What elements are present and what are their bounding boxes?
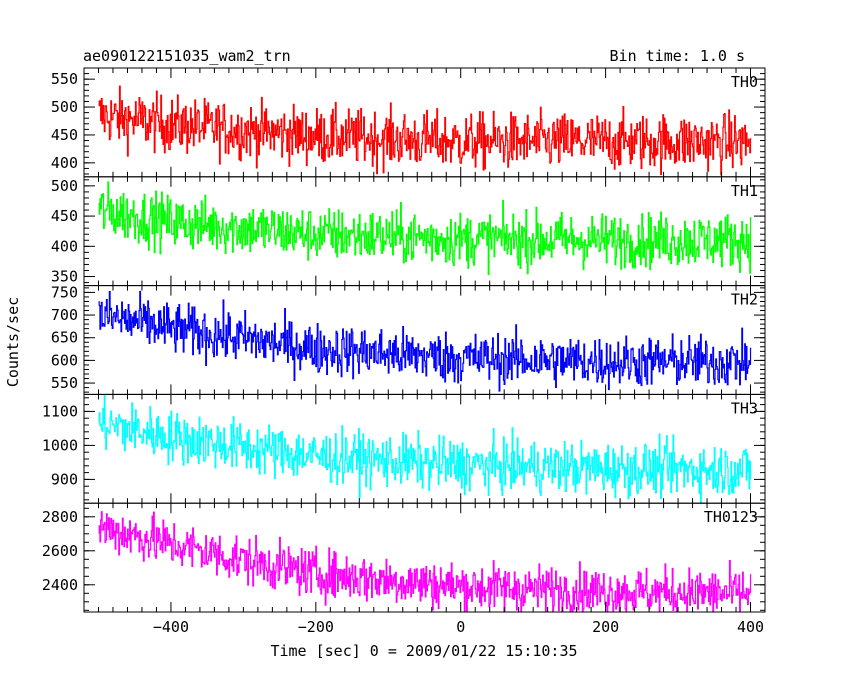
panel-th0123: 2400 2600 2800 TH0123 (42, 502, 766, 613)
panels: 400 450 500 550 TH0 350 400 450 500 TH1 550 600 650 7… (42, 67, 766, 636)
y-tick-label: 450 (51, 207, 78, 225)
y-tick-label: 550 (51, 374, 78, 392)
y-tick-label: 650 (51, 329, 78, 347)
series-line-th0123 (98, 511, 752, 613)
y-tick-label: 350 (51, 268, 78, 286)
y-tick-label: 2400 (42, 576, 78, 594)
bin-time-label: Bin time: 1.0 s (610, 47, 745, 65)
panel-frame (83, 285, 766, 395)
x-axis-label: Time [sec] 0 = 2009/01/22 15:10:35 (270, 642, 577, 660)
y-tick-label: 500 (51, 98, 78, 116)
series-line-th0 (98, 85, 752, 176)
x-tick-label: 400 (737, 618, 764, 636)
y-tick-label: 400 (51, 237, 78, 255)
series-line-th2 (98, 290, 752, 392)
panel-th0: 400 450 500 550 TH0 (51, 67, 766, 178)
y-tick-label: 2600 (42, 542, 78, 560)
panel-label: TH0 (731, 73, 758, 91)
panel-th3: 900 1000 1100 TH3 (42, 393, 766, 504)
panel-frame (83, 502, 766, 613)
x-tick-label: −400 (153, 618, 189, 636)
y-tick-label: 1000 (42, 436, 78, 454)
panel-th1: 350 400 450 500 TH1 (51, 176, 766, 287)
y-axis-label: Counts/sec (4, 297, 22, 387)
series-line-th1 (98, 181, 752, 276)
panel-label: TH2 (731, 291, 758, 309)
y-tick-label: 900 (51, 470, 78, 488)
panel-th2: 550 600 650 700 750 TH2 (51, 283, 766, 395)
panel-label: TH3 (731, 399, 758, 417)
plot-title: ae090122151035_wam2_trn (83, 47, 291, 65)
y-tick-label: 1100 (42, 402, 78, 420)
y-tick-label: 700 (51, 306, 78, 324)
y-tick-label: 600 (51, 351, 78, 369)
x-tick-label: −200 (298, 618, 334, 636)
y-tick-label: 550 (51, 70, 78, 88)
y-tick-label: 450 (51, 126, 78, 144)
panel-label: TH1 (731, 182, 758, 200)
panel-label: TH0123 (704, 508, 758, 526)
y-tick-label: 750 (51, 283, 78, 301)
y-tick-label: 400 (51, 154, 78, 172)
x-tick-label: 0 (456, 618, 465, 636)
series-line-th3 (98, 394, 752, 504)
x-tick-label: 200 (592, 618, 619, 636)
y-tick-label: 2800 (42, 508, 78, 526)
y-tick-label: 500 (51, 177, 78, 195)
